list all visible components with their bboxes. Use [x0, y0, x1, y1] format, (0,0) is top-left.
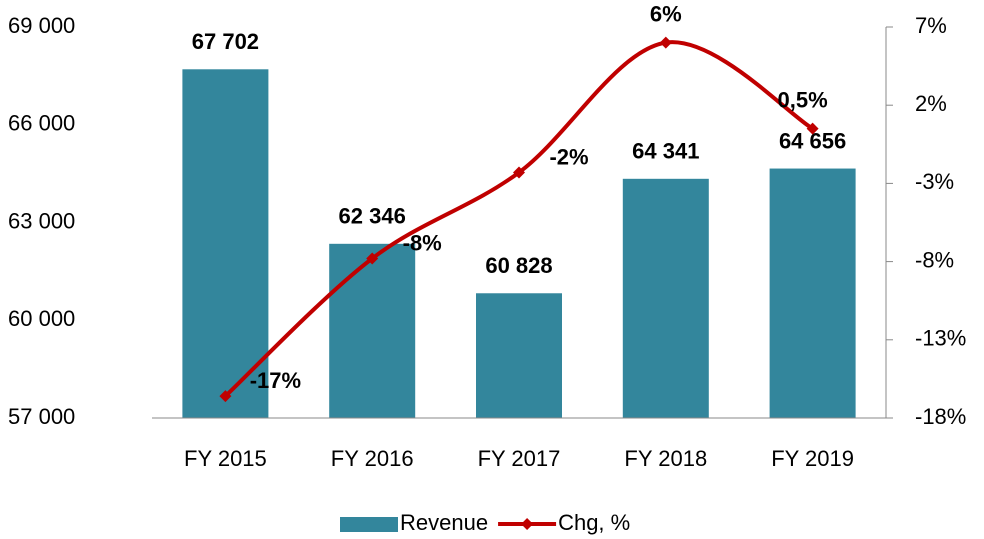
y2-tick-label: 2%	[915, 91, 947, 116]
legend-label: Revenue	[400, 510, 488, 535]
bar	[476, 293, 562, 418]
y-tick-label: 60 000	[8, 306, 75, 331]
line-marker	[366, 252, 379, 265]
y-tick-label: 63 000	[8, 208, 75, 233]
x-tick-label: FY 2017	[478, 446, 561, 471]
y-tick-label: 57 000	[8, 404, 75, 429]
x-tick-label: FY 2018	[624, 446, 707, 471]
line-marker	[219, 390, 232, 403]
y2-tick-label: 7%	[915, 13, 947, 38]
bar-value-label: 60 828	[485, 253, 552, 278]
y2-tick-label: -18%	[915, 404, 966, 429]
line-value-label: 0,5%	[778, 87, 828, 112]
y2-tick-label: -8%	[915, 247, 954, 272]
legend-swatch	[340, 517, 398, 532]
bar-value-label: 67 702	[192, 29, 259, 54]
bar	[769, 168, 856, 418]
y2-tick-label: -13%	[915, 326, 966, 351]
legend-swatch-marker	[521, 518, 534, 530]
bar-value-label: 64 341	[632, 139, 699, 164]
line-value-label: -17%	[250, 368, 301, 393]
line-value-label: -8%	[403, 230, 442, 255]
line-value-label: -2%	[549, 144, 588, 169]
line-marker	[513, 166, 525, 179]
line-marker	[806, 122, 819, 135]
bar	[182, 69, 269, 419]
bar	[329, 243, 416, 418]
line-value-label: 6%	[650, 1, 682, 26]
x-tick-label: FY 2015	[184, 446, 267, 471]
bar	[622, 178, 709, 418]
y2-tick-label: -3%	[915, 169, 954, 194]
x-tick-label: FY 2019	[771, 446, 854, 471]
bar-value-label: 62 346	[339, 204, 406, 229]
y-tick-label: 66 000	[8, 111, 75, 136]
x-tick-label: FY 2016	[331, 446, 414, 471]
y-tick-label: 69 000	[8, 13, 75, 38]
line-marker	[659, 36, 672, 49]
legend-label: Chg, %	[558, 510, 630, 535]
